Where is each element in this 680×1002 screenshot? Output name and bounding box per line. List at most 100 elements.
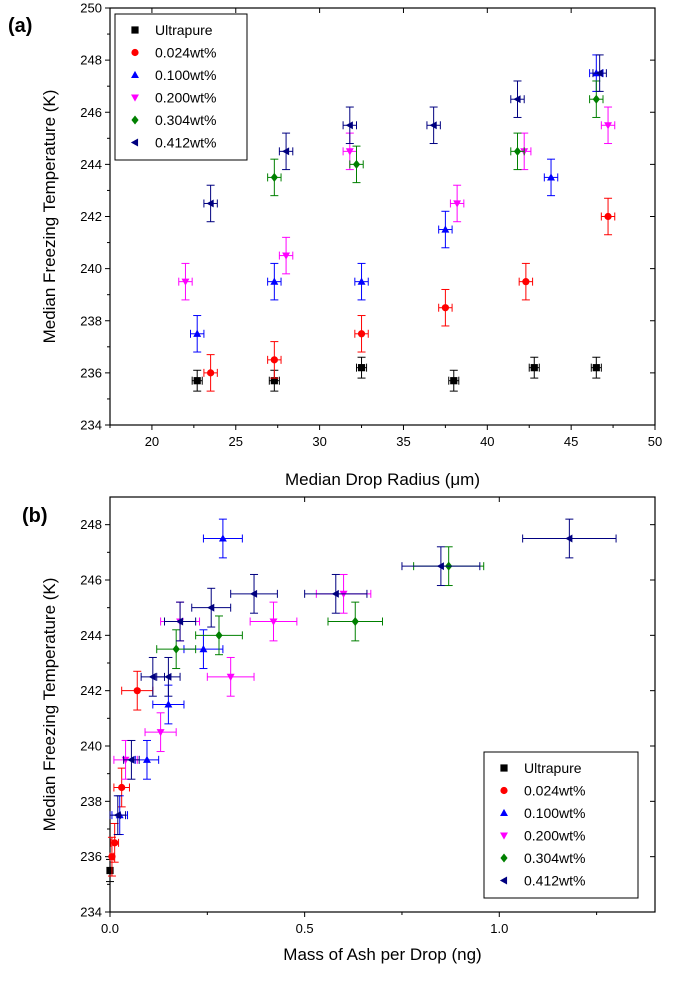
chart-panel-b: (b) 0.0 0.5 1.0 234 236 238 240 242 244 246 248 Mas… [22,496,656,964]
data-point [345,121,353,130]
y-tick-label: 246 [80,105,102,120]
legend-label: 0.304wt% [155,112,216,128]
data-point [604,212,612,221]
series-0.200wt% [113,573,372,780]
data-point [352,159,361,169]
data-point [592,94,600,104]
y-tick-label: 234 [80,905,102,920]
data-point [281,147,290,156]
data-point [207,603,215,612]
legend-label: Ultrapure [524,760,582,776]
data-point [133,687,141,695]
legend-marker [131,115,139,125]
x-tick-label: 0.5 [296,921,314,936]
data-point [345,148,354,156]
data-point [441,304,449,312]
y-tick-label: 242 [80,209,102,224]
x-tick-label: 1.0 [490,921,508,936]
data-point [164,700,173,708]
data-point [357,330,366,338]
x-tick-label: 50 [648,434,662,449]
data-point [108,853,116,861]
x-axis-label: Mass of Ash per Drop (ng) [283,945,481,964]
data-point [522,278,530,286]
series-0.024wt% [203,197,616,392]
legend-marker [131,26,139,34]
data-point [513,95,521,104]
data-point [595,69,603,78]
series-0.412wt% [109,518,617,836]
data-point [351,617,359,626]
y-tick-label: 238 [80,794,102,809]
data-point [113,811,121,820]
y-tick-label: 248 [80,517,102,532]
data-point [270,172,278,182]
y-tick-label: 244 [80,628,102,643]
data-point [530,364,538,372]
y-axis-label: Median Freezing Temperature (K) [40,90,59,344]
x-tick-label: 45 [564,434,578,449]
data-point [175,617,184,626]
data-point [218,534,227,542]
data-point [357,277,366,285]
data-point [270,377,278,385]
legend-box [483,751,639,899]
data-point [127,755,135,764]
data-point [118,783,126,792]
legend-marker [131,70,139,79]
plot-frame-b [109,496,656,913]
data-point [199,645,208,653]
y-tick-label: 238 [80,313,102,328]
x-tick-label: 30 [312,434,326,449]
y-tick-label: 246 [80,573,102,588]
x-tick-label: 20 [145,434,159,449]
data-point [565,534,573,543]
data-point [206,199,214,208]
data-point [193,329,202,337]
legend-a: Ultrapure 0.024wt% 0.100wt% 0.200wt% 0.304wt… [114,13,248,161]
legend-label: Ultrapure [155,22,213,38]
series-0.100wt% [189,54,604,353]
x-tick-label: 25 [229,434,243,449]
legend-label: 0.412wt% [524,873,585,889]
legend-marker [499,876,508,885]
data-point [249,589,258,598]
legend-marker [131,94,139,102]
data-point [270,356,278,364]
legend-label: 0.412wt% [155,135,216,151]
data-point [172,644,180,654]
chart-panel-a: (a) 20 25 30 35 40 45 50 234 236 238 240 242 244 246 2… [8,1,662,490]
x-tick-label: 0.0 [101,921,119,936]
legend-label: 0.100wt% [155,67,216,83]
data-point [111,839,119,847]
legend-b: Ultrapure 0.024wt% 0.100wt% 0.200wt% 0.304wt… [483,751,639,899]
legend-marker [500,786,508,795]
data-point [226,673,235,681]
data-point [164,672,172,681]
y-tick-label: 234 [80,418,102,433]
data-point [282,252,291,260]
y-tick-label: 250 [80,1,102,16]
legend-label: 0.200wt% [155,90,216,106]
legend-label: 0.024wt% [524,783,585,799]
data-point [547,173,555,181]
y-tick-label: 240 [80,261,102,276]
legend-label: 0.100wt% [524,805,585,821]
legend-label: 0.200wt% [524,828,585,844]
y-tick-label: 240 [80,739,102,754]
y-axis-label: Median Freezing Temperature (K) [40,578,59,832]
legend-marker [500,764,508,772]
data-point [143,755,151,763]
data-point [604,122,613,130]
legend-marker [500,832,508,840]
y-tick-label: 236 [80,849,102,864]
x-axis-label: Median Drop Radius (μm) [285,470,480,489]
y-tick-label: 236 [80,365,102,380]
legend-box [114,13,248,161]
data-point [429,121,437,130]
data-point [450,377,458,385]
legend-marker [500,853,508,863]
data-point [207,369,215,377]
data-point [331,589,339,598]
